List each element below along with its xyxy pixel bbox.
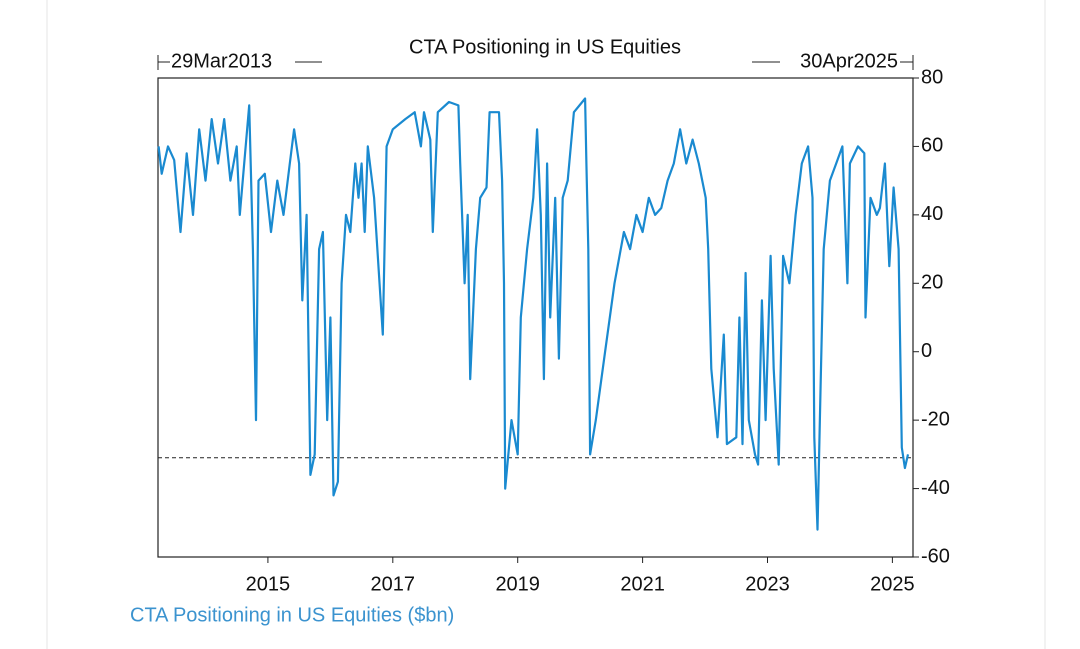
y-tick-label: 60: [921, 135, 943, 157]
series-line: [157, 97, 910, 531]
series-caption: CTA Positioning in US Equities ($bn): [130, 604, 454, 626]
y-tick-label: 80: [921, 66, 943, 88]
y-tick-label: -60: [921, 545, 950, 567]
chart-title: CTA Positioning in US Equities: [409, 36, 681, 58]
start-date: 29Mar2013: [171, 50, 272, 72]
x-tick-label: 2017: [371, 573, 416, 595]
y-tick-label: -40: [921, 477, 950, 499]
y-tick-label: -20: [921, 408, 950, 430]
x-tick-label: 2015: [246, 573, 291, 595]
y-tick-label: 20: [921, 272, 943, 294]
y-tick-label: 40: [921, 203, 943, 225]
x-tick-label: 2021: [620, 573, 665, 595]
x-tick-label: 2023: [745, 573, 790, 595]
plot-frame: [157, 77, 914, 558]
x-tick-label: 2025: [870, 573, 915, 595]
x-tick-label: 2019: [495, 573, 540, 595]
end-date: 30Apr2025: [800, 50, 898, 72]
y-tick-label: 0: [921, 340, 932, 362]
